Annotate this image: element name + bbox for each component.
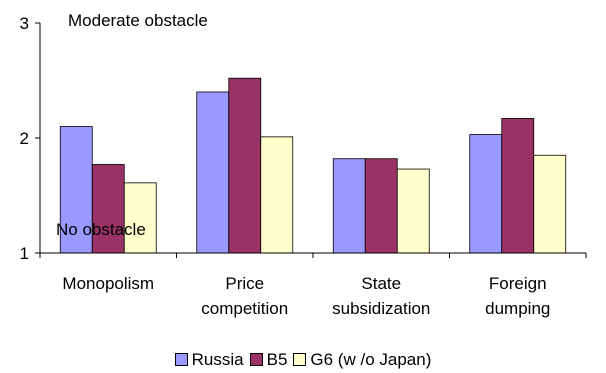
- legend-swatch: [249, 353, 263, 366]
- legend: Russia B5 G6 (w /o Japan): [0, 350, 606, 370]
- bar-g6-w-o-japan-0: [123, 182, 157, 254]
- y-ticks: 1 2 3: [20, 14, 587, 263]
- bar-russia-1: [196, 91, 230, 254]
- x-category-label: Monopolism: [62, 274, 154, 293]
- legend-label: Russia: [191, 350, 244, 369]
- annotation-moderate-obstacle: Moderate obstacle: [68, 11, 208, 30]
- annotation-no-obstacle: No obstacle: [56, 220, 146, 239]
- bar-g6-w-o-japan-3: [533, 154, 567, 254]
- legend-swatch: [293, 353, 307, 366]
- x-category-label: Foreign dumping: [485, 274, 550, 318]
- legend-item: Russia: [174, 350, 244, 370]
- bar-g6-w-o-japan-1: [260, 136, 294, 254]
- bar-b5-0: [91, 164, 125, 254]
- legend-item: G6 (w /o Japan): [293, 350, 431, 370]
- legend-swatch: [174, 353, 188, 366]
- x-category-label: Price competition: [201, 274, 288, 318]
- bar-b5-1: [228, 77, 262, 254]
- bar-russia-2: [332, 158, 366, 254]
- legend-label: B5: [266, 350, 288, 369]
- y-tick-label: 1: [20, 244, 29, 263]
- x-category-label: State subsidization: [332, 274, 430, 318]
- bar-russia-3: [469, 134, 503, 254]
- bars-layer: [59, 77, 567, 254]
- bar-russia-0: [59, 126, 93, 254]
- y-tick-label: 3: [20, 14, 29, 33]
- bar-b5-3: [501, 118, 535, 254]
- legend-label: G6 (w /o Japan): [310, 350, 432, 369]
- legend-item: B5: [249, 350, 288, 370]
- x-labels: Monopolism Price competition State subsidiza…: [62, 274, 550, 318]
- y-tick-label: 2: [20, 129, 29, 148]
- bar-b5-2: [364, 158, 398, 254]
- bar-g6-w-o-japan-2: [396, 168, 430, 254]
